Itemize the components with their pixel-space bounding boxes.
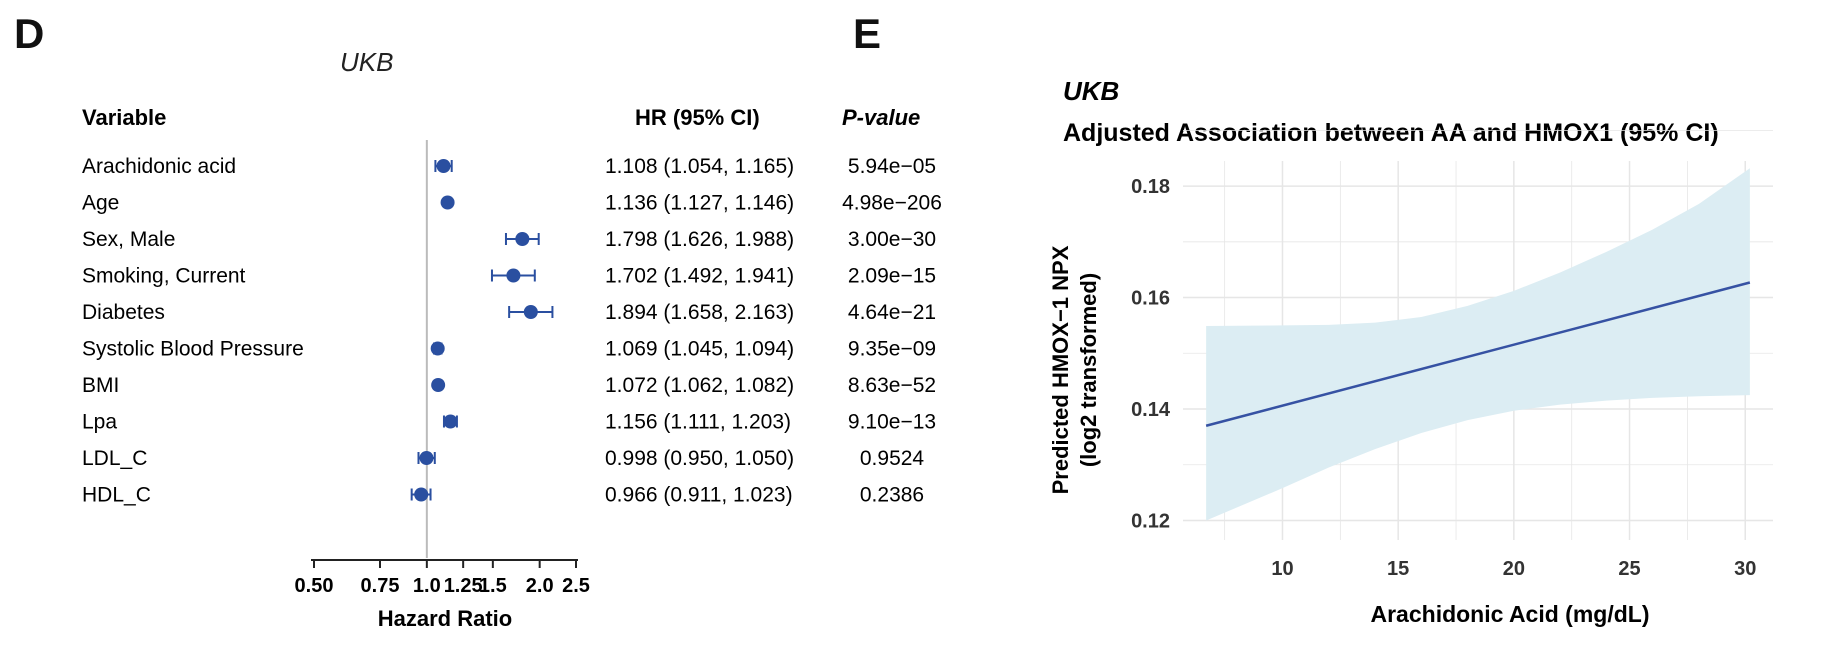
- line-chart-y-tick-label: 0.16: [1131, 288, 1170, 310]
- forest-hr-value: 1.156 (1.111, 1.203): [605, 411, 791, 434]
- forest-p-value: 5.94e−05: [848, 155, 936, 178]
- forest-row: Age 1.136 (1.127, 1.146) 4.98e−206: [82, 192, 942, 215]
- line-chart-x-axis-label: Arachidonic Acid (mg/dL): [1371, 601, 1650, 627]
- forest-hr-value: 1.894 (1.658, 2.163): [605, 301, 794, 324]
- line-chart-y-tick-label: 0.12: [1131, 510, 1170, 532]
- fitted-line: [1205, 281, 1751, 427]
- forest-x-tick-label: 1.25: [444, 575, 483, 597]
- confidence-band: [1206, 168, 1750, 521]
- forest-x-tick-label: 1.0: [413, 575, 441, 597]
- forest-point: [430, 341, 445, 356]
- forest-col-header-p: P-value: [842, 105, 920, 130]
- forest-row: Smoking, Current 1.702 (1.492, 1.941) 2.09…: [82, 265, 936, 288]
- forest-variable-label: Diabetes: [82, 301, 165, 324]
- line-chart-y-tick-label: 0.18: [1131, 176, 1170, 198]
- forest-variable-label: Sex, Male: [82, 228, 175, 251]
- panel-letter-e: E: [853, 10, 882, 57]
- panel-letter-d: D: [14, 10, 45, 57]
- forest-variable-label: HDL_C: [82, 484, 151, 507]
- line-chart-x-tick-label: 25: [1618, 558, 1640, 580]
- forest-hr-value: 1.702 (1.492, 1.941): [605, 265, 794, 288]
- forest-variable-label: Arachidonic acid: [82, 155, 236, 178]
- forest-row: BMI 1.072 (1.062, 1.082) 8.63e−52: [82, 374, 936, 397]
- forest-hr-value: 0.966 (0.911, 1.023): [605, 484, 793, 507]
- forest-row: Lpa 1.156 (1.111, 1.203) 9.10e−13: [82, 411, 936, 434]
- forest-row: Arachidonic acid 1.108 (1.054, 1.165) 5.94…: [82, 155, 936, 178]
- line-chart-x-tick-label: 30: [1734, 558, 1756, 580]
- forest-plot: UKB Variable HR (95% CI) P-value Arachid…: [82, 47, 942, 631]
- forest-x-tick-label: 0.50: [295, 575, 334, 597]
- forest-hr-value: 1.069 (1.045, 1.094): [605, 338, 794, 361]
- forest-hr-value: 0.998 (0.950, 1.050): [605, 447, 794, 470]
- forest-point: [436, 159, 451, 173]
- forest-point: [506, 268, 521, 283]
- forest-row: LDL_C 0.998 (0.950, 1.050) 0.9524: [82, 447, 924, 470]
- forest-point: [431, 378, 446, 392]
- forest-hr-value: 1.136 (1.127, 1.146): [605, 192, 794, 215]
- line-chart: UKB Adjusted Association between AA and …: [1048, 76, 1773, 627]
- forest-p-value: 2.09e−15: [848, 265, 936, 288]
- forest-variable-label: BMI: [82, 374, 119, 397]
- forest-subtitle: UKB: [340, 47, 393, 77]
- forest-hr-value: 1.072 (1.062, 1.082): [605, 374, 794, 397]
- forest-row: Systolic Blood Pressure 1.069 (1.045, 1.0…: [82, 338, 936, 361]
- line-chart-y-axis-label-line1: Predicted HMOX−1 NPX: [1048, 245, 1073, 494]
- forest-p-value: 4.64e−21: [848, 301, 936, 324]
- forest-p-value: 9.35e−09: [848, 338, 936, 361]
- line-chart-x-tick-label: 15: [1387, 558, 1409, 580]
- line-chart-y-axis-label-line2: (log2 transformed): [1076, 273, 1101, 467]
- forest-point: [440, 195, 455, 210]
- forest-variable-label: Age: [82, 192, 119, 215]
- forest-row: Diabetes 1.894 (1.658, 2.163) 4.64e−21: [82, 301, 936, 324]
- forest-x-tick-label: 2.5: [562, 575, 590, 597]
- forest-row: Sex, Male 1.798 (1.626, 1.988) 3.00e−30: [82, 228, 936, 251]
- forest-point: [419, 451, 434, 465]
- forest-variable-label: Smoking, Current: [82, 265, 246, 288]
- forest-p-value: 4.98e−206: [842, 192, 942, 215]
- forest-point: [414, 487, 429, 502]
- forest-p-value: 0.2386: [860, 484, 924, 507]
- forest-p-value: 3.00e−30: [848, 228, 936, 251]
- forest-col-header-variable: Variable: [82, 105, 166, 130]
- forest-p-value: 9.10e−13: [848, 411, 936, 434]
- forest-point: [523, 305, 538, 319]
- forest-hr-value: 1.798 (1.626, 1.988): [605, 228, 794, 251]
- line-chart-x-tick-label: 20: [1503, 558, 1525, 580]
- forest-point: [443, 414, 458, 429]
- forest-variable-label: Lpa: [82, 411, 117, 434]
- line-chart-x-tick-label: 10: [1271, 558, 1293, 580]
- forest-x-tick-label: 1.5: [479, 575, 507, 597]
- forest-x-tick-label: 2.0: [526, 575, 554, 597]
- line-chart-y-tick-label: 0.14: [1131, 399, 1171, 421]
- forest-col-header-hr: HR (95% CI): [635, 105, 760, 130]
- forest-variable-label: LDL_C: [82, 447, 147, 470]
- forest-variable-label: Systolic Blood Pressure: [82, 338, 304, 361]
- line-chart-title: Adjusted Association between AA and HMOX…: [1063, 119, 1719, 147]
- forest-point: [515, 232, 530, 246]
- line-chart-subtitle: UKB: [1063, 76, 1119, 106]
- forest-x-tick-label: 0.75: [361, 575, 400, 597]
- forest-p-value: 0.9524: [860, 447, 925, 470]
- forest-row: HDL_C 0.966 (0.911, 1.023) 0.2386: [82, 484, 924, 507]
- forest-x-axis-label: Hazard Ratio: [378, 606, 512, 631]
- forest-hr-value: 1.108 (1.054, 1.165): [605, 155, 794, 178]
- forest-p-value: 8.63e−52: [848, 374, 936, 397]
